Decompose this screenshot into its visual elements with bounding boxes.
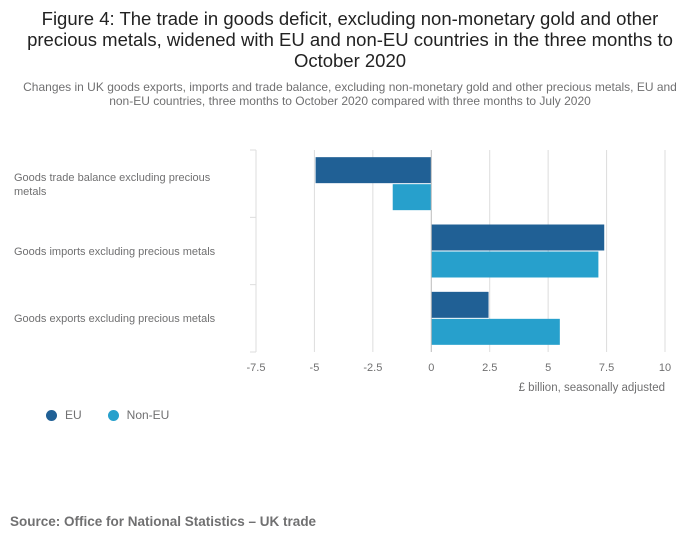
x-tick-label: 2.5 (482, 362, 497, 374)
legend-marker-eu (46, 409, 57, 421)
category-label-balance: Goods trade balance excluding precious m… (14, 172, 211, 198)
chart-title: Figure 4: The trade in goods deficit, ex… (27, 8, 673, 71)
legend-label-non-eu: Non-EU (126, 408, 170, 422)
bar-eu-1 (431, 224, 605, 251)
bar-non-eu-1 (431, 251, 599, 278)
category-label-imports: Goods imports excluding precious metals (14, 246, 216, 258)
legend-item-eu[interactable]: EU (46, 408, 82, 422)
bar-eu-2 (431, 291, 489, 318)
x-tick-label: -7.5 (247, 362, 266, 374)
bar-non-eu-2 (431, 318, 560, 345)
legend-item-non-eu[interactable]: Non-EU (107, 408, 170, 422)
x-tick-label: 0 (428, 362, 434, 374)
x-tick-label: 7.5 (599, 362, 614, 374)
legend-label-eu: EU (65, 408, 82, 422)
x-axis-label: £ billion, seasonally adjusted (518, 382, 665, 394)
x-tick-label: 10 (659, 362, 671, 374)
x-tick-label: -5 (310, 362, 320, 374)
bar-eu-0 (315, 157, 432, 184)
legend: EU Non-EU (46, 408, 169, 422)
bar-non-eu-0 (392, 184, 432, 211)
source-note: Source: Office for National Statistics –… (10, 514, 317, 529)
chart-subtitle: Changes in UK goods exports, imports and… (23, 80, 677, 108)
category-label-exports: Goods exports excluding precious metals (14, 313, 216, 325)
x-tick-label: 5 (545, 362, 551, 374)
legend-marker-non-eu (107, 409, 119, 421)
x-tick-label: -2.5 (363, 362, 382, 374)
